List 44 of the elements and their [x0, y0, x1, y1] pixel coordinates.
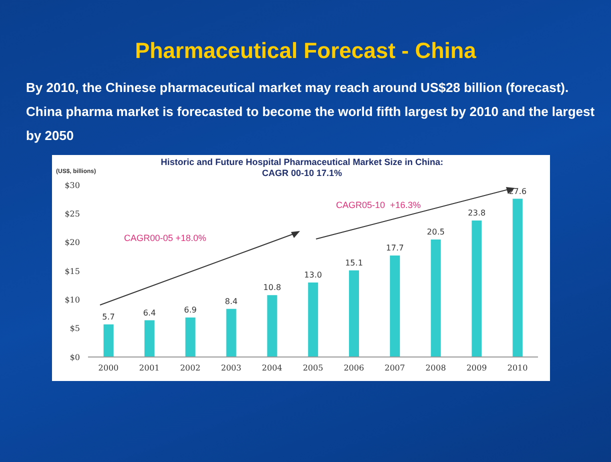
x-tick-label: 2006 — [344, 364, 364, 373]
data-label: 17.7 — [386, 244, 404, 253]
x-tick-label: 2002 — [180, 364, 200, 373]
y-tick-label: $0 — [70, 352, 80, 362]
y-tick-label: $20 — [64, 238, 80, 248]
chart-subtitle: By 2010, the Chinese pharmaceutical market may reach around US$28 billion (forecast). China pharma market is forecasted to become the world fifth largest by 2010 and the largest by 2050 — [26, 79, 596, 145]
bar — [308, 282, 318, 357]
bar — [104, 324, 114, 357]
x-tick-label: 2003 — [221, 364, 242, 373]
data-label: 5.7 — [102, 312, 115, 322]
data-label: 10.8 — [263, 283, 282, 292]
x-tick-label: 2005 — [302, 364, 324, 373]
data-label: 6.4 — [143, 308, 156, 318]
data-label: 15.1 — [345, 258, 363, 268]
y-tick-label: $10 — [64, 296, 80, 305]
data-label: 23.8 — [468, 208, 486, 218]
x-tick-label: 2009 — [466, 364, 487, 373]
y-tick-label: $25 — [64, 210, 80, 219]
x-tick-label: 2001 — [139, 364, 160, 373]
annotation: CAGR05-10 +16.3% — [336, 200, 421, 210]
bar — [226, 308, 236, 357]
y-tick-label: $5 — [70, 324, 80, 334]
x-tick-label: 2000 — [98, 364, 119, 373]
data-label: 13.0 — [304, 270, 322, 280]
bar — [144, 320, 154, 357]
bar — [430, 239, 441, 357]
text: Historic and Future Hospital Pharmaceutical Market Size in China: CAGR 00-10 17.1% — [160, 157, 444, 179]
y-tick-label: $15 — [64, 266, 80, 276]
bar — [267, 295, 278, 357]
x-tick-label: 2004 — [262, 364, 282, 373]
data-label: 6.9 — [184, 305, 197, 314]
x-tick-label: 2007 — [384, 364, 405, 373]
chart-title: Pharmaceutical Forecast - China — [134, 38, 478, 64]
x-tick-label: 2008 — [426, 364, 446, 373]
data-label: 8.4 — [224, 296, 238, 306]
x-tick-label: 2010 — [507, 364, 528, 373]
bar — [472, 220, 482, 357]
bar — [390, 256, 400, 357]
bar — [349, 270, 359, 357]
bar — [512, 198, 523, 357]
annotation: CAGR00-05 +18.0% — [124, 233, 206, 243]
y-tick-label: $30 — [64, 180, 80, 190]
data-label: 20.5 — [426, 227, 445, 236]
bar — [185, 317, 196, 357]
